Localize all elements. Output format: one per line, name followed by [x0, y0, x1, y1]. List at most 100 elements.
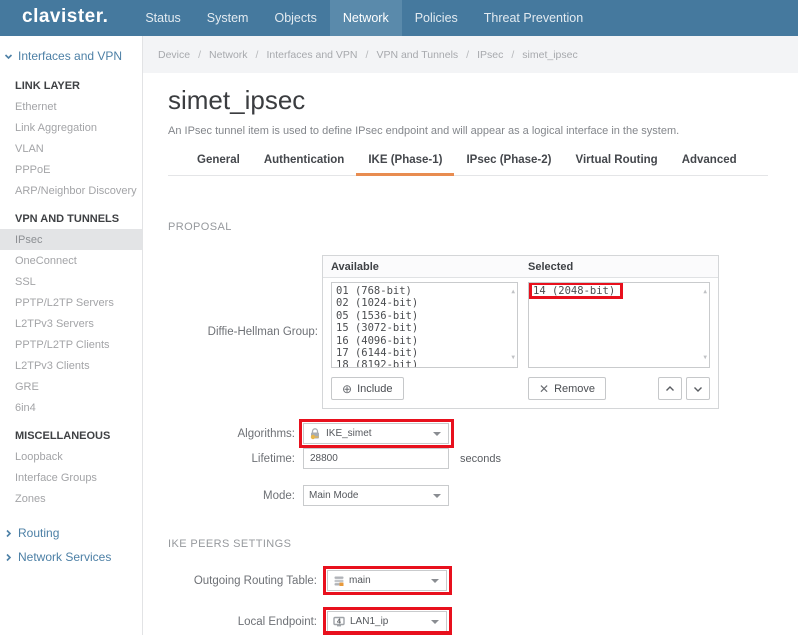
- available-header: Available: [331, 261, 379, 273]
- list-item[interactable]: 18 (8192-bit): [336, 359, 419, 368]
- page-title: simet_ipsec: [168, 85, 306, 115]
- selected-listbox[interactable]: 14 (2048-bit) ▲ ▼: [528, 282, 710, 368]
- breadcrumb-interfaces-and-vpn[interactable]: Interfaces and VPN: [252, 49, 362, 61]
- diffie-hellman-label: Diffie-Hellman Group:: [207, 326, 318, 338]
- sidebar-item-oneconnect[interactable]: OneConnect: [15, 254, 77, 267]
- tab-authentication[interactable]: Authentication: [263, 154, 345, 166]
- available-listbox[interactable]: 01 (768-bit) 02 (1024-bit) 05 (1536-bit)…: [331, 282, 518, 368]
- lock-key-icon: [309, 427, 322, 440]
- nav-status[interactable]: Status: [145, 11, 181, 25]
- sidebar-item-ipsec[interactable]: IPsec: [0, 229, 142, 250]
- lifetime-label: Lifetime:: [251, 452, 295, 465]
- main-area: Device Network Interfaces and VPN VPN an…: [143, 36, 798, 635]
- tab-ipsec-phase-2[interactable]: IPsec (Phase-2): [466, 154, 552, 166]
- sidebar-item-ethernet[interactable]: Ethernet: [15, 100, 57, 113]
- svg-text:4: 4: [337, 618, 341, 625]
- caret-down-icon: [431, 619, 439, 624]
- chevron-right-icon: [6, 529, 12, 537]
- remove-button[interactable]: ✕ Remove: [528, 377, 607, 400]
- sidebar-network-services-label: Network Services: [18, 550, 112, 564]
- sidebar-item-gre[interactable]: GRE: [15, 380, 39, 393]
- tab-general[interactable]: General: [197, 154, 240, 166]
- outgoing-routing-table-row: Outgoing Routing Table: main: [168, 566, 798, 595]
- sidebar-item-zones[interactable]: Zones: [15, 492, 46, 505]
- sidebar-item-loopback[interactable]: Loopback: [15, 450, 63, 463]
- caret-down-icon: [433, 431, 441, 436]
- routing-table-icon: [333, 575, 345, 587]
- sidebar-item-network-services[interactable]: Network Services: [0, 545, 142, 569]
- breadcrumb-simet-ipsec: simet_ipsec: [507, 49, 581, 61]
- main-nav: Status System Objects Network Policies T…: [132, 0, 596, 36]
- dual-list-headers: Available Selected: [323, 256, 718, 278]
- scroll-up-icon[interactable]: ▲: [703, 288, 707, 295]
- tab-ike-phase-1[interactable]: IKE (Phase-1): [356, 146, 455, 176]
- sidebar-item-arp-neighbor-discovery[interactable]: ARP/Neighbor Discovery: [15, 184, 137, 197]
- caret-down-icon: [431, 578, 439, 583]
- move-up-button[interactable]: [658, 377, 682, 400]
- tab-advanced[interactable]: Advanced: [681, 154, 737, 166]
- remove-label: Remove: [554, 382, 596, 395]
- scroll-down-icon[interactable]: ▼: [703, 353, 707, 361]
- sidebar-root-label: Interfaces and VPN: [18, 49, 123, 63]
- x-icon: ✕: [539, 381, 550, 396]
- list-item[interactable]: 02 (1024-bit): [336, 297, 419, 310]
- include-button[interactable]: ⊕ Include: [331, 377, 404, 400]
- sidebar-item-vlan[interactable]: VLAN: [15, 142, 44, 155]
- nav-network[interactable]: Network: [329, 0, 402, 36]
- sidebar-item-interfaces-and-vpn[interactable]: Interfaces and VPN: [0, 44, 142, 68]
- breadcrumb-network[interactable]: Network: [194, 49, 251, 61]
- breadcrumb-device[interactable]: Device: [158, 48, 191, 61]
- sidebar-item-ssl[interactable]: SSL: [15, 275, 36, 288]
- sidebar-item-l2tpv3-clients[interactable]: L2TPv3 Clients: [15, 359, 90, 372]
- algorithms-dropdown[interactable]: IKE_simet: [303, 423, 449, 444]
- algorithms-value: IKE_simet: [326, 428, 372, 439]
- nav-threat-prevention[interactable]: Threat Prevention: [483, 11, 584, 25]
- sidebar-item-link-aggregation[interactable]: Link Aggregation: [15, 121, 97, 134]
- sidebar-item-pptp-l2tp-clients[interactable]: PPTP/L2TP Clients: [15, 338, 110, 351]
- outgoing-routing-table-dropdown[interactable]: main: [327, 570, 447, 591]
- sidebar-item-l2tpv3-servers[interactable]: L2TPv3 Servers: [15, 317, 94, 330]
- lifetime-input[interactable]: [303, 448, 449, 469]
- sidebar-item-pptp-l2tp-servers[interactable]: PPTP/L2TP Servers: [15, 296, 114, 309]
- algorithms-label: Algorithms:: [237, 427, 295, 440]
- sidebar-item-routing[interactable]: Routing: [0, 521, 142, 545]
- mode-value: Main Mode: [309, 490, 359, 501]
- sidebar-item-6in4[interactable]: 6in4: [15, 401, 36, 414]
- breadcrumb-ipsec[interactable]: IPsec: [462, 49, 507, 61]
- list-item[interactable]: 01 (768-bit): [336, 285, 412, 297]
- sidebar-item-interface-groups[interactable]: Interface Groups: [15, 471, 97, 484]
- scroll-down-icon[interactable]: ▼: [511, 353, 515, 361]
- list-item[interactable]: 16 (4096-bit): [336, 334, 419, 347]
- include-label: Include: [357, 382, 393, 395]
- outgoing-routing-table-value: main: [349, 575, 371, 586]
- tab-virtual-routing[interactable]: Virtual Routing: [575, 154, 658, 166]
- breadcrumb-vpn-and-tunnels[interactable]: VPN and Tunnels: [362, 49, 463, 61]
- chevron-down-icon: [694, 386, 702, 392]
- dual-list-footer: ⊕ Include ✕ Remove: [323, 370, 718, 408]
- move-down-button[interactable]: [686, 377, 710, 400]
- tab-bar: General Authentication IKE (Phase-1) IPs…: [168, 146, 768, 176]
- scroll-up-icon[interactable]: ▲: [511, 288, 515, 295]
- sidebar-item-pppoe[interactable]: PPPoE: [15, 163, 51, 176]
- sidebar-section-link-layer: LINK LAYER: [15, 80, 80, 92]
- ip4-address-icon: 4: [333, 616, 346, 628]
- dual-list-body: 01 (768-bit) 02 (1024-bit) 05 (1536-bit)…: [323, 278, 718, 370]
- nav-objects[interactable]: Objects: [274, 11, 317, 25]
- list-item[interactable]: 05 (1536-bit): [336, 309, 419, 322]
- local-endpoint-dropdown[interactable]: 4 LAN1_ip: [327, 611, 447, 632]
- list-item[interactable]: 14 (2048-bit): [529, 283, 624, 300]
- sidebar-section-vpn-and-tunnels: VPN AND TUNNELS: [15, 213, 120, 225]
- list-item[interactable]: 15 (3072-bit): [336, 322, 419, 335]
- list-item[interactable]: 17 (6144-bit): [336, 347, 419, 360]
- proposal-section-label: PROPOSAL: [168, 221, 232, 233]
- lifetime-unit: seconds: [460, 452, 501, 465]
- ike-peers-section-label: IKE PEERS SETTINGS: [168, 538, 292, 550]
- page-content: simet_ipsec An IPsec tunnel item is used…: [143, 73, 798, 635]
- mode-dropdown[interactable]: Main Mode: [303, 485, 449, 506]
- diffie-hellman-row: Diffie-Hellman Group: Available Selected…: [168, 255, 798, 409]
- chevron-down-icon: [4, 53, 13, 59]
- local-endpoint-value: LAN1_ip: [350, 616, 389, 627]
- nav-system[interactable]: System: [206, 11, 249, 25]
- nav-policies[interactable]: Policies: [414, 11, 458, 25]
